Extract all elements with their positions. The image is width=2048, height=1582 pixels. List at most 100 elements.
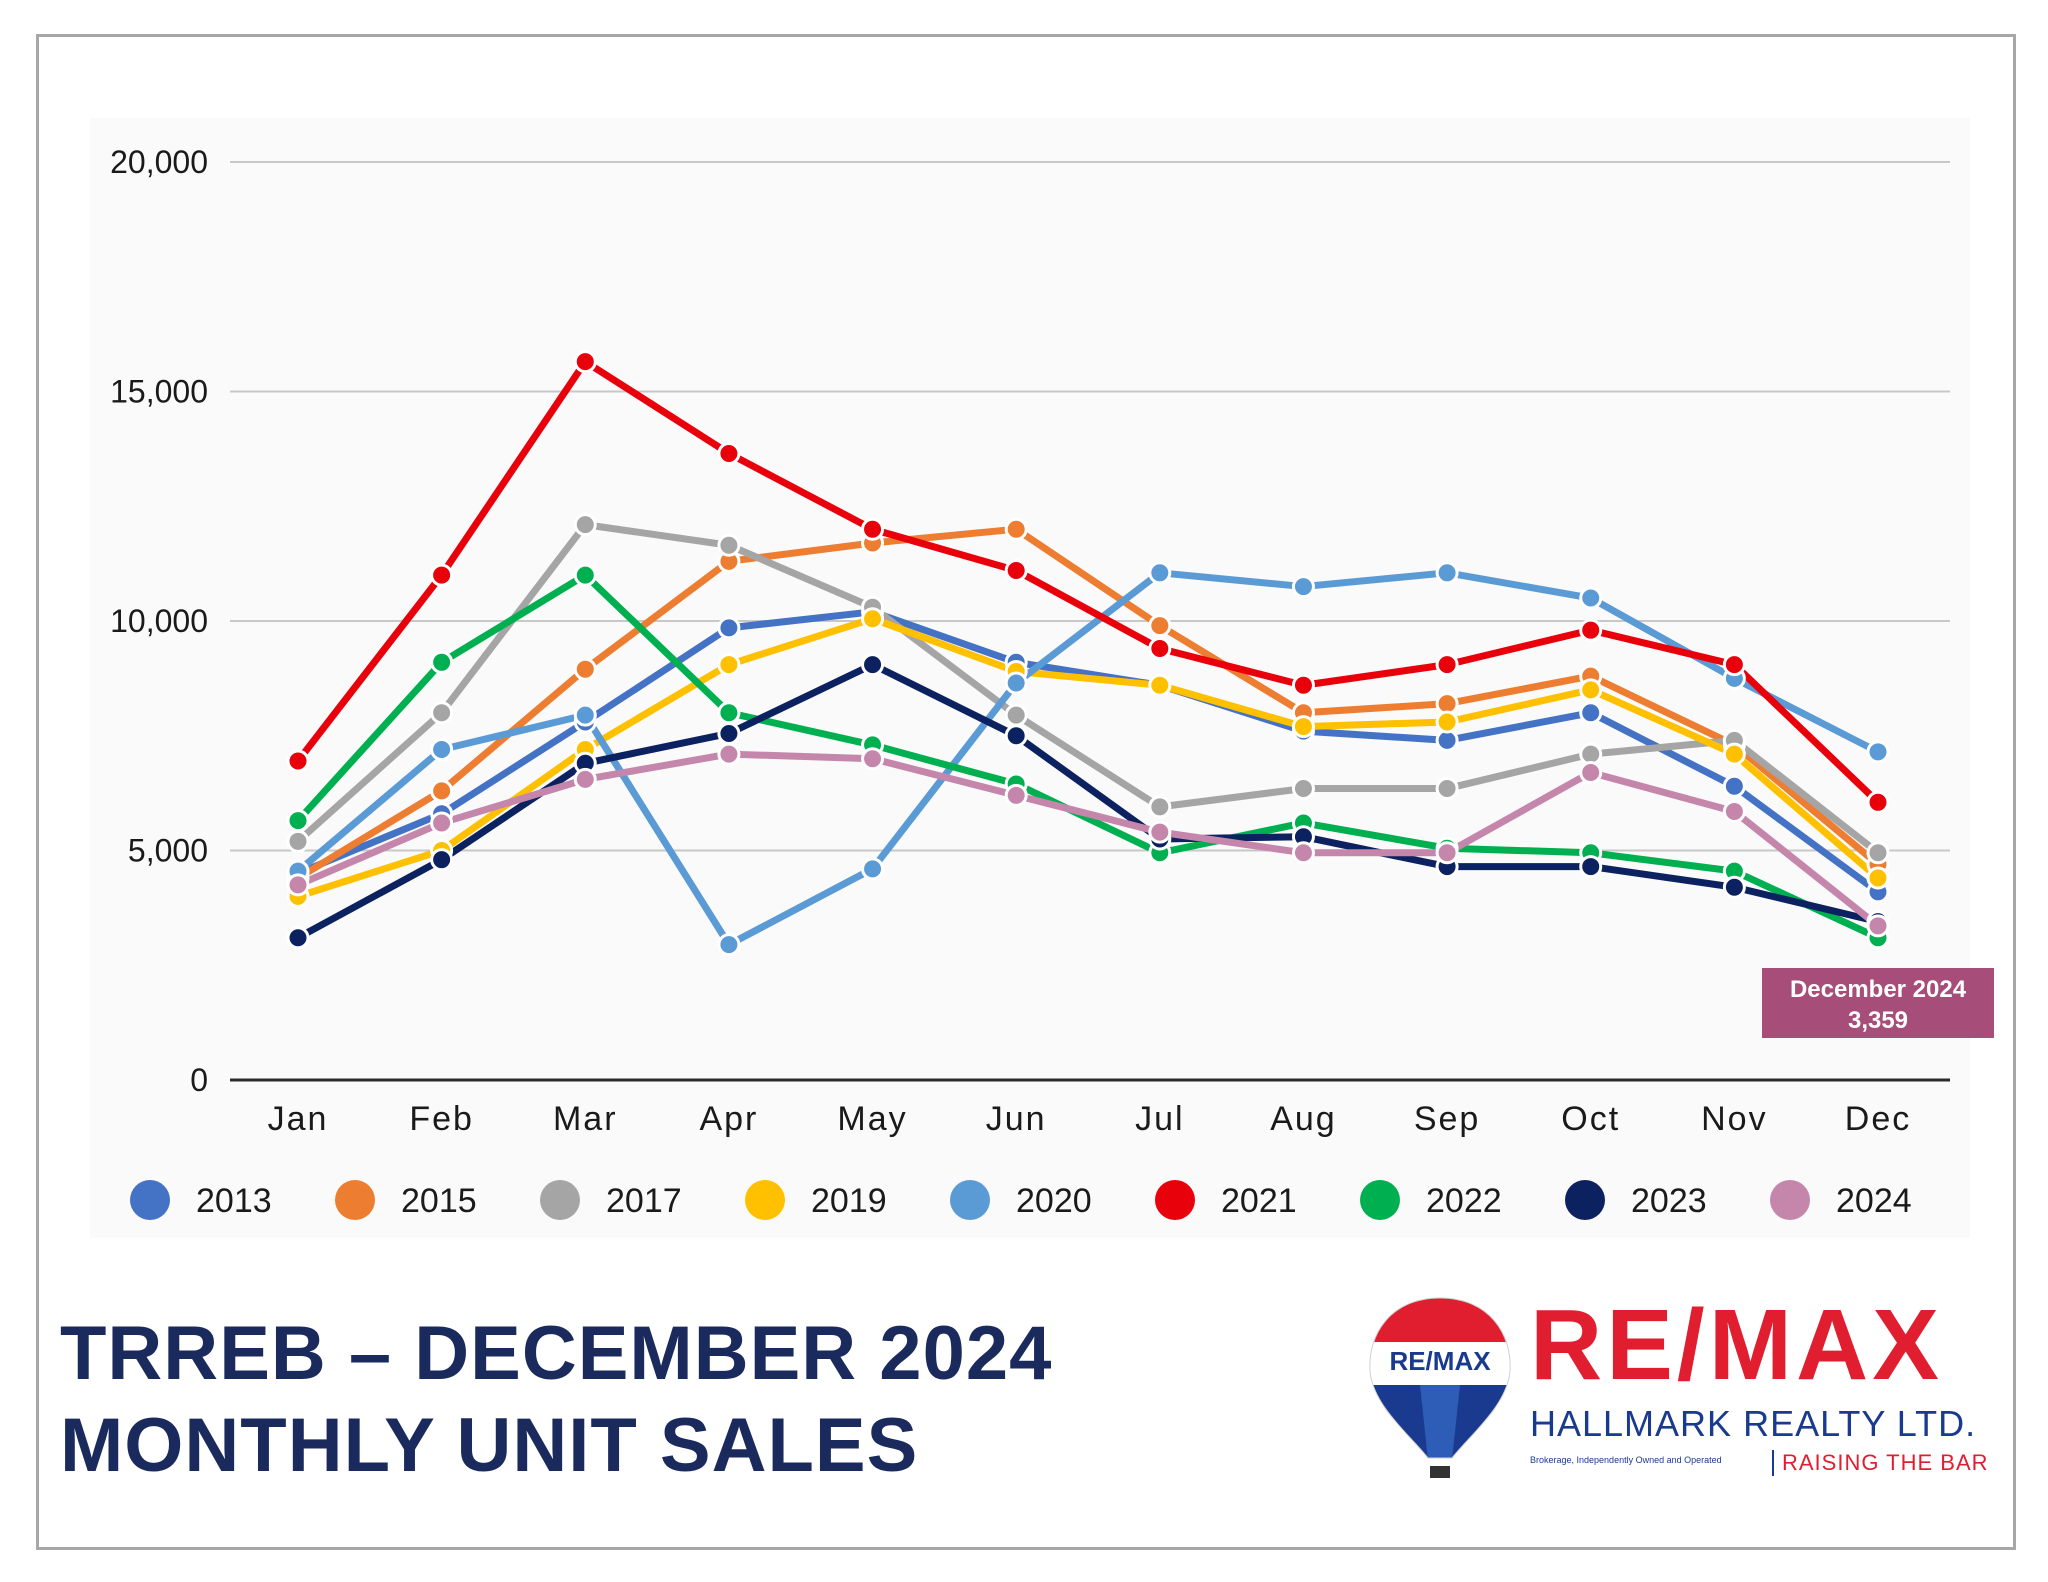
data-point-2019	[1291, 715, 1315, 739]
legend-marker-2020	[950, 1180, 990, 1220]
data-point-2024	[1435, 841, 1459, 865]
chart-caption: TRREB – DECEMBER 2024 MONTHLY UNIT SALES	[60, 1308, 1052, 1492]
legend-label-2023: 2023	[1631, 1182, 1707, 1220]
data-point-2015	[1004, 517, 1028, 541]
series-line-2015	[294, 525, 1882, 882]
data-point-2015	[430, 779, 454, 803]
logo-divider	[1772, 1450, 1774, 1476]
data-point-2015	[573, 657, 597, 681]
data-point-2017	[1004, 703, 1028, 727]
data-point-2019	[1579, 678, 1603, 702]
x-tick-label: Jul	[1135, 1100, 1184, 1138]
data-point-2017	[1291, 777, 1315, 801]
brand-name: RE/MAX	[1530, 1289, 1943, 1401]
data-point-2020	[1435, 561, 1459, 585]
legend-label-2017: 2017	[606, 1182, 682, 1220]
data-point-2020	[1004, 671, 1028, 695]
data-point-2024	[717, 742, 741, 766]
data-point-2021	[717, 441, 741, 465]
data-point-2023	[1004, 724, 1028, 748]
data-point-2021	[1435, 653, 1459, 677]
data-point-2017	[1435, 777, 1459, 801]
legend-marker-2022	[1360, 1180, 1400, 1220]
data-point-2021	[1866, 790, 1890, 814]
data-point-2019	[1435, 710, 1459, 734]
data-point-2013	[1579, 701, 1603, 725]
legend-label-2021: 2021	[1221, 1182, 1297, 1220]
data-point-2013	[1722, 774, 1746, 798]
data-point-2024	[1004, 783, 1028, 807]
series-line-2017	[294, 521, 1882, 857]
x-tick-label: Oct	[1561, 1100, 1620, 1138]
series-line-2020	[294, 569, 1882, 949]
legend-marker-2019	[745, 1180, 785, 1220]
data-point-2024	[1291, 841, 1315, 865]
annotation-value: 3,359	[1848, 1007, 1908, 1034]
series-line-2013	[294, 608, 1882, 896]
data-point-2017	[573, 513, 597, 537]
x-tick-label: Aug	[1270, 1100, 1337, 1138]
caption-line-2: MONTHLY UNIT SALES	[60, 1403, 919, 1488]
data-point-2023	[861, 653, 885, 677]
legend-label-2022: 2022	[1426, 1182, 1502, 1220]
data-point-2022	[573, 563, 597, 587]
x-tick-label: Mar	[553, 1100, 618, 1138]
data-point-2019	[1866, 866, 1890, 890]
data-point-2017	[717, 533, 741, 557]
data-point-2020	[573, 703, 597, 727]
data-point-2015	[1148, 614, 1172, 638]
data-point-2023	[286, 926, 310, 950]
data-point-2020	[430, 738, 454, 762]
y-tick-label: 5,000	[128, 833, 208, 869]
x-tick-label: Sep	[1414, 1100, 1481, 1138]
series-line-2023	[294, 661, 1882, 942]
x-tick-label: Feb	[409, 1100, 474, 1138]
data-point-2024	[430, 811, 454, 835]
x-tick-label: May	[837, 1100, 907, 1138]
data-point-2021	[430, 563, 454, 587]
data-point-2023	[717, 721, 741, 745]
series-line-2024	[294, 750, 1882, 930]
data-point-2023	[430, 848, 454, 872]
legend-marker-2023	[1565, 1180, 1605, 1220]
data-point-2020	[717, 933, 741, 957]
balloon-icon: RE/MAX	[1369, 1297, 1511, 1478]
remax-logo: RE/MAX RE/MAX HALLMARK REALTY LTD. Broke…	[1360, 1290, 1990, 1490]
data-point-2021	[286, 749, 310, 773]
data-point-2020	[1148, 561, 1172, 585]
caption-line-1: TRREB – DECEMBER 2024	[60, 1311, 1053, 1396]
data-point-2024	[1722, 799, 1746, 823]
data-point-2024	[861, 747, 885, 771]
data-point-2022	[286, 809, 310, 833]
data-point-2017	[1148, 795, 1172, 819]
data-point-2024	[1579, 760, 1603, 784]
data-point-2017	[286, 829, 310, 853]
tagline: RAISING THE BAR	[1782, 1450, 1989, 1475]
x-tick-label: Apr	[699, 1100, 758, 1138]
legend-label-2019: 2019	[811, 1182, 887, 1220]
legend-marker-2015	[335, 1180, 375, 1220]
annotation-box	[1762, 968, 1994, 1038]
data-point-2021	[1148, 637, 1172, 661]
series-line-2019	[294, 615, 1882, 900]
y-tick-label: 20,000	[110, 144, 208, 180]
data-point-2024	[573, 767, 597, 791]
data-point-2024	[1148, 820, 1172, 844]
data-point-2021	[1722, 653, 1746, 677]
legend-marker-2024	[1770, 1180, 1810, 1220]
data-point-2019	[1722, 742, 1746, 766]
office-name: HALLMARK REALTY LTD.	[1530, 1403, 1977, 1444]
annotation-label: December 2024	[1790, 976, 1967, 1003]
data-point-2021	[1291, 673, 1315, 697]
data-point-2024	[286, 873, 310, 897]
legal-text: Brokerage, Independently Owned and Opera…	[1530, 1455, 1722, 1465]
chart-background	[90, 118, 1970, 1238]
legend-marker-2021	[1155, 1180, 1195, 1220]
data-point-2020	[1866, 740, 1890, 764]
data-point-2019	[1148, 673, 1172, 697]
data-point-2017	[430, 701, 454, 725]
y-tick-label: 15,000	[110, 374, 208, 410]
legend-label-2024: 2024	[1836, 1182, 1912, 1220]
y-tick-label: 0	[190, 1062, 208, 1098]
